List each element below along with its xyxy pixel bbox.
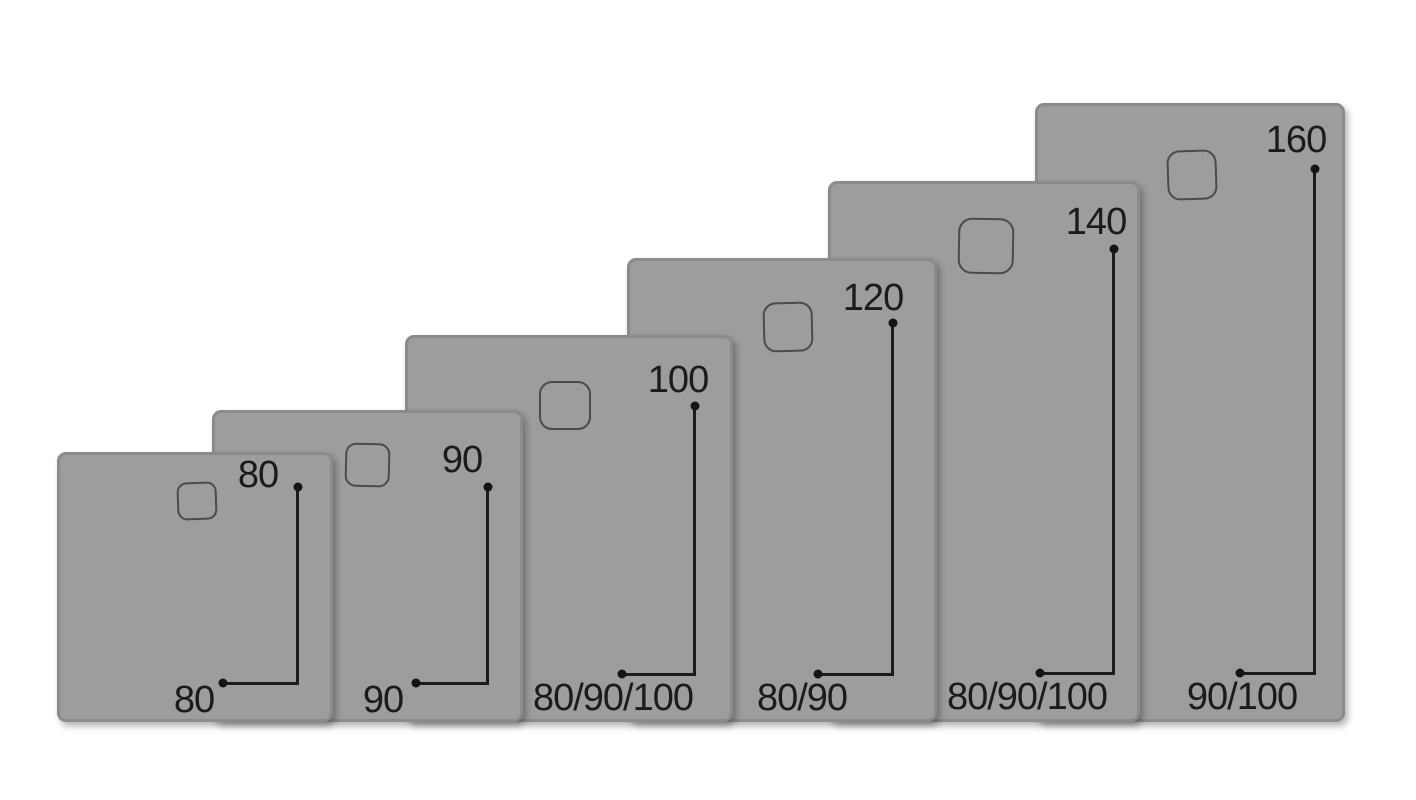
dimension-dot	[690, 401, 700, 411]
depth-dimension-line	[486, 487, 489, 684]
dimension-dot	[483, 482, 493, 492]
tray-80: 80 80	[57, 452, 333, 722]
depth-dimension-line	[1313, 169, 1316, 674]
width-label: 90	[362, 679, 404, 721]
depth-label: 160	[1265, 119, 1327, 161]
width-label: 90/100	[1186, 676, 1298, 718]
depth-dimension-line	[693, 406, 696, 675]
width-dimension-line	[622, 673, 696, 676]
depth-label: 140	[1065, 201, 1127, 243]
width-dimension-line	[818, 673, 894, 676]
width-dimension-line	[416, 682, 489, 685]
width-label: 80/90	[756, 677, 848, 719]
dimension-dot	[888, 318, 898, 328]
dimension-dot	[411, 678, 421, 688]
width-label: 80	[173, 679, 215, 721]
depth-dimension-line	[1112, 249, 1115, 674]
dimension-dot	[617, 669, 627, 679]
width-label: 80/90/100	[946, 676, 1108, 718]
drain-icon	[762, 301, 814, 353]
dimension-dot	[1235, 668, 1245, 678]
depth-dimension-line	[296, 487, 299, 684]
dimension-dot	[1035, 668, 1045, 678]
depth-dimension-line	[891, 323, 894, 675]
dimension-dot	[813, 669, 823, 679]
dimension-dot	[218, 678, 228, 688]
drain-icon	[344, 442, 391, 488]
drain-icon	[1166, 149, 1218, 201]
dimension-dot	[1310, 164, 1320, 174]
width-dimension-line	[1240, 672, 1316, 675]
depth-label: 90	[441, 439, 483, 481]
depth-label: 120	[842, 277, 904, 319]
depth-label: 80	[237, 454, 279, 496]
width-dimension-line	[1040, 672, 1115, 675]
drain-icon	[539, 381, 591, 430]
width-label: 80/90/100	[532, 677, 694, 719]
drain-icon	[957, 217, 1015, 275]
drain-icon	[176, 481, 218, 521]
width-dimension-line	[223, 682, 299, 685]
depth-label: 100	[647, 359, 709, 401]
dimension-dot	[293, 482, 303, 492]
dimension-dot	[1109, 244, 1119, 254]
